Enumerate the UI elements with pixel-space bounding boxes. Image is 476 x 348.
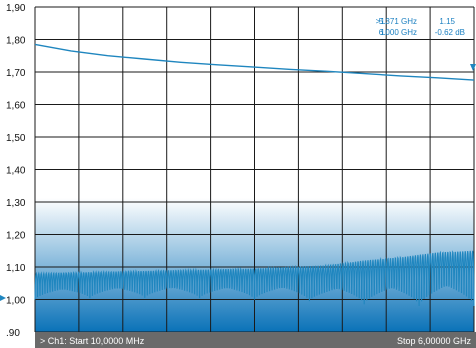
y-axis-ticks: .90 1,00 1,10 1,20 1,30 1,40 1,50 1,60 1,70 1,80 1… xyxy=(6,3,26,339)
status-bar-background xyxy=(35,332,476,348)
marker-active-value: 1.15 xyxy=(439,17,455,26)
y-tick-label: 1,60 xyxy=(6,101,26,112)
stop-frequency-label[interactable]: Stop 6,00000 GHz xyxy=(397,336,472,346)
y-tick-label: 1,10 xyxy=(6,263,26,274)
reference-level-marker[interactable] xyxy=(0,295,6,301)
marker-1-triangle[interactable] xyxy=(470,64,476,71)
marker-readout: >1: 5.371 GHz 1.15 1: 6.000 GHz -0.62 dB xyxy=(376,17,465,37)
y-tick-label: 1,80 xyxy=(6,36,26,47)
trace-layer xyxy=(34,43,475,307)
marker-active-frequency: 5.371 GHz xyxy=(379,17,417,26)
start-frequency-label[interactable]: > Ch1: Start 10,0000 MHz xyxy=(40,336,145,346)
y-tick-label: 1,20 xyxy=(6,231,26,242)
trace-upper xyxy=(34,43,475,81)
y-tick-label: 1,90 xyxy=(6,3,26,14)
y-tick-label: 1,40 xyxy=(6,166,26,177)
y-tick-label: 1,70 xyxy=(6,68,26,79)
marker-ref-value: -0.62 dB xyxy=(435,28,465,37)
marker-active-label: >1: xyxy=(376,17,387,26)
y-tick-label: 1,00 xyxy=(6,296,26,307)
y-tick-label: 1,30 xyxy=(6,198,26,209)
status-bar: > Ch1: Start 10,0000 MHz Stop 6,00000 GH… xyxy=(35,332,476,348)
trace-lower xyxy=(34,250,475,307)
marker-ref-label: 1: xyxy=(380,28,387,37)
y-tick-label: .90 xyxy=(6,328,20,339)
marker-ref-frequency: 6.000 GHz xyxy=(379,28,417,37)
y-tick-label: 1,50 xyxy=(6,133,26,144)
